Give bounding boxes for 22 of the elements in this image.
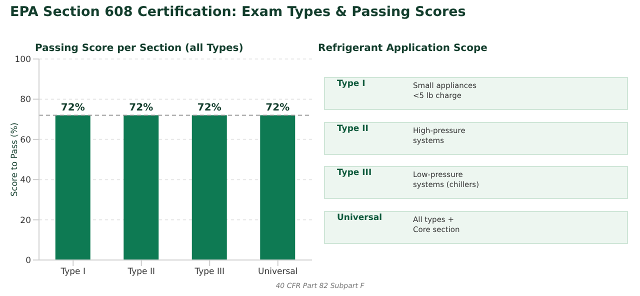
y-tick-label: 0	[26, 256, 31, 266]
category-label: Type I	[337, 79, 366, 89]
text: Refrigerant Application Scope	[318, 43, 488, 54]
y-tick-label: 100	[14, 55, 31, 66]
x-tick-label: Type III	[194, 267, 224, 278]
category-label: Type III	[337, 168, 372, 178]
category-label: Universal	[337, 212, 382, 222]
data-label: 72%	[129, 102, 154, 114]
x-tick-label: Type II	[126, 267, 155, 278]
x-tick-label: Type I	[60, 267, 86, 278]
y-tick-label: 20	[20, 216, 31, 226]
category-label: Type II	[337, 124, 368, 134]
y-tick-label: 60	[20, 135, 31, 146]
x-tick-label: Universal	[258, 267, 298, 278]
y-tick-label: 80	[20, 95, 31, 106]
data-label: 72%	[266, 102, 290, 114]
y-tick-label: 40	[20, 176, 31, 186]
chart-title: EPA Section 608 Certification: Exam Types & Passing Scores	[10, 4, 466, 20]
data-label: 72%	[60, 102, 85, 114]
data-label: 72%	[197, 102, 222, 114]
chart-subtitle: Passing Score per Section (all Types)	[35, 43, 244, 54]
y-axis-title: Score to Pass (%)	[10, 122, 20, 196]
